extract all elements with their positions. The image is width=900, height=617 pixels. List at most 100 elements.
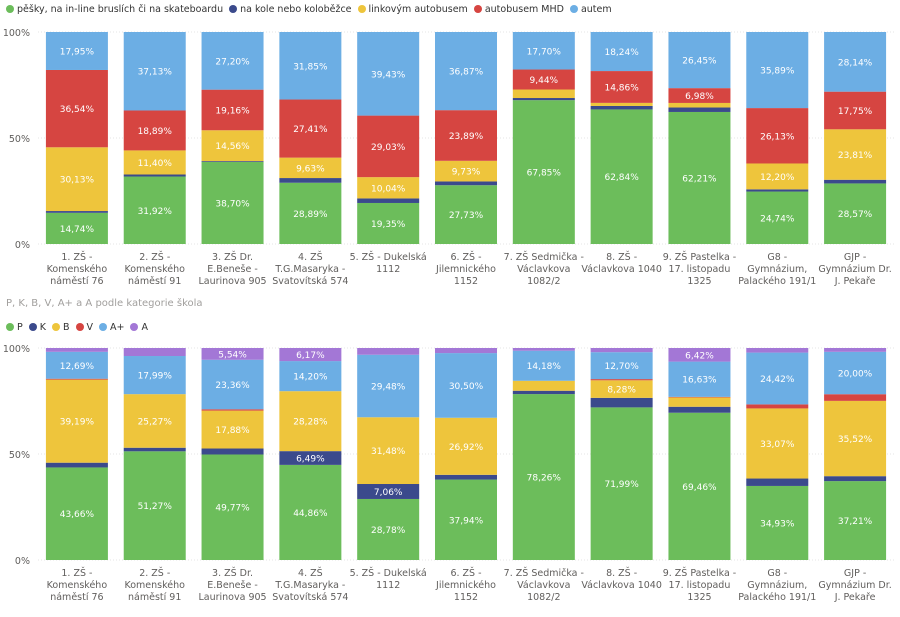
legend-item-1-5[interactable]: A: [130, 322, 148, 333]
bar-segment[interactable]: [824, 348, 887, 352]
bar-segment[interactable]: [590, 397, 653, 408]
bar-segment[interactable]: [435, 181, 497, 186]
bar-segment[interactable]: [279, 464, 342, 560]
legend-item-1-0[interactable]: P: [6, 322, 23, 333]
bar-segment[interactable]: [746, 404, 809, 409]
bar-segment[interactable]: [279, 391, 342, 452]
bar-segment[interactable]: [746, 352, 809, 405]
bar-segment[interactable]: [357, 484, 420, 499]
bar-segment[interactable]: [824, 394, 887, 401]
bar-segment[interactable]: [123, 348, 186, 357]
bar-segment[interactable]: [746, 478, 809, 486]
bar-segment[interactable]: [590, 379, 653, 381]
bar-segment[interactable]: [512, 89, 575, 99]
bar-segment[interactable]: [590, 32, 653, 72]
bar-segment[interactable]: [45, 467, 108, 560]
bar-segment[interactable]: [123, 176, 186, 244]
bar-segment[interactable]: [512, 380, 575, 391]
bar-segment[interactable]: [512, 390, 575, 395]
bar-segment[interactable]: [435, 185, 497, 244]
bar-segment[interactable]: [512, 32, 575, 70]
bar-segment[interactable]: [668, 412, 731, 560]
bar-segment[interactable]: [357, 354, 420, 418]
bar-segment[interactable]: [668, 396, 731, 398]
bar-segment[interactable]: [279, 99, 342, 158]
bar-segment[interactable]: [435, 32, 497, 111]
bar-segment[interactable]: [512, 100, 575, 245]
bar-segment[interactable]: [668, 32, 731, 89]
bar-segment[interactable]: [279, 451, 342, 465]
bar-segment[interactable]: [746, 32, 809, 109]
bar-segment[interactable]: [201, 161, 264, 244]
bar-segment[interactable]: [824, 400, 887, 477]
bar-segment[interactable]: [201, 161, 264, 162]
legend-item-1-2[interactable]: B: [51, 322, 70, 333]
bar-segment[interactable]: [201, 410, 264, 449]
bar-segment[interactable]: [824, 179, 887, 184]
bar-segment[interactable]: [357, 198, 420, 203]
bar-segment[interactable]: [746, 163, 809, 190]
bar-segment[interactable]: [45, 211, 108, 213]
bar-segment[interactable]: [668, 348, 731, 362]
bar-segment[interactable]: [746, 189, 809, 192]
bar-segment[interactable]: [512, 394, 575, 560]
bar-segment[interactable]: [45, 69, 108, 148]
bar-segment[interactable]: [45, 462, 108, 468]
bar-segment[interactable]: [746, 485, 809, 560]
bar-segment[interactable]: [590, 102, 653, 106]
bar-segment[interactable]: [45, 32, 108, 70]
bar-segment[interactable]: [357, 498, 420, 560]
bar-segment[interactable]: [357, 32, 420, 116]
bar-segment[interactable]: [590, 380, 653, 398]
bar-segment[interactable]: [590, 71, 653, 103]
bar-segment[interactable]: [123, 174, 186, 177]
bar-segment[interactable]: [435, 417, 497, 475]
bar-segment[interactable]: [123, 451, 186, 560]
bar-segment[interactable]: [512, 98, 575, 101]
legend-item-1-4[interactable]: A+: [99, 322, 124, 333]
bar-segment[interactable]: [824, 351, 887, 395]
bar-segment[interactable]: [590, 407, 653, 560]
bar-segment[interactable]: [746, 348, 809, 353]
bar-segment[interactable]: [357, 348, 420, 355]
bar-segment[interactable]: [45, 147, 108, 212]
bar-segment[interactable]: [435, 348, 497, 354]
bar-segment[interactable]: [123, 110, 186, 151]
bar-segment[interactable]: [123, 356, 186, 395]
bar-segment[interactable]: [123, 447, 186, 452]
bar-segment[interactable]: [746, 408, 809, 479]
bar-segment[interactable]: [45, 351, 108, 379]
bar-segment[interactable]: [668, 397, 731, 407]
bar-segment[interactable]: [279, 178, 342, 183]
bar-segment[interactable]: [668, 107, 731, 112]
bar-segment[interactable]: [201, 448, 264, 455]
legend-item-0-0[interactable]: pěšky, na in-line bruslích či na skatebo…: [6, 4, 223, 15]
bar-segment[interactable]: [824, 129, 887, 180]
bar-segment[interactable]: [279, 32, 342, 100]
bar-segment[interactable]: [357, 177, 420, 199]
bar-segment[interactable]: [201, 348, 264, 360]
bar-segment[interactable]: [45, 348, 108, 352]
bar-segment[interactable]: [435, 353, 497, 418]
bar-segment[interactable]: [668, 111, 731, 244]
bar-segment[interactable]: [824, 32, 887, 92]
bar-segment[interactable]: [435, 479, 497, 560]
bar-segment[interactable]: [123, 32, 186, 111]
bar-segment[interactable]: [45, 378, 108, 380]
bar-segment[interactable]: [824, 481, 887, 560]
bar-segment[interactable]: [357, 115, 420, 178]
bar-segment[interactable]: [201, 359, 264, 410]
bar-segment[interactable]: [824, 476, 887, 482]
legend-item-0-3[interactable]: autobusem MHD: [473, 4, 564, 15]
bar-segment[interactable]: [590, 352, 653, 380]
bar-segment[interactable]: [668, 88, 731, 103]
bar-segment[interactable]: [201, 32, 264, 90]
bar-segment[interactable]: [435, 160, 497, 182]
bar-segment[interactable]: [590, 105, 653, 110]
legend-item-0-4[interactable]: autem: [569, 4, 612, 15]
bar-segment[interactable]: [512, 348, 575, 351]
bar-segment[interactable]: [824, 183, 887, 244]
bar-segment[interactable]: [201, 454, 264, 560]
legend-item-0-1[interactable]: na kole nebo koloběžce: [229, 4, 352, 15]
bar-segment[interactable]: [435, 474, 497, 480]
